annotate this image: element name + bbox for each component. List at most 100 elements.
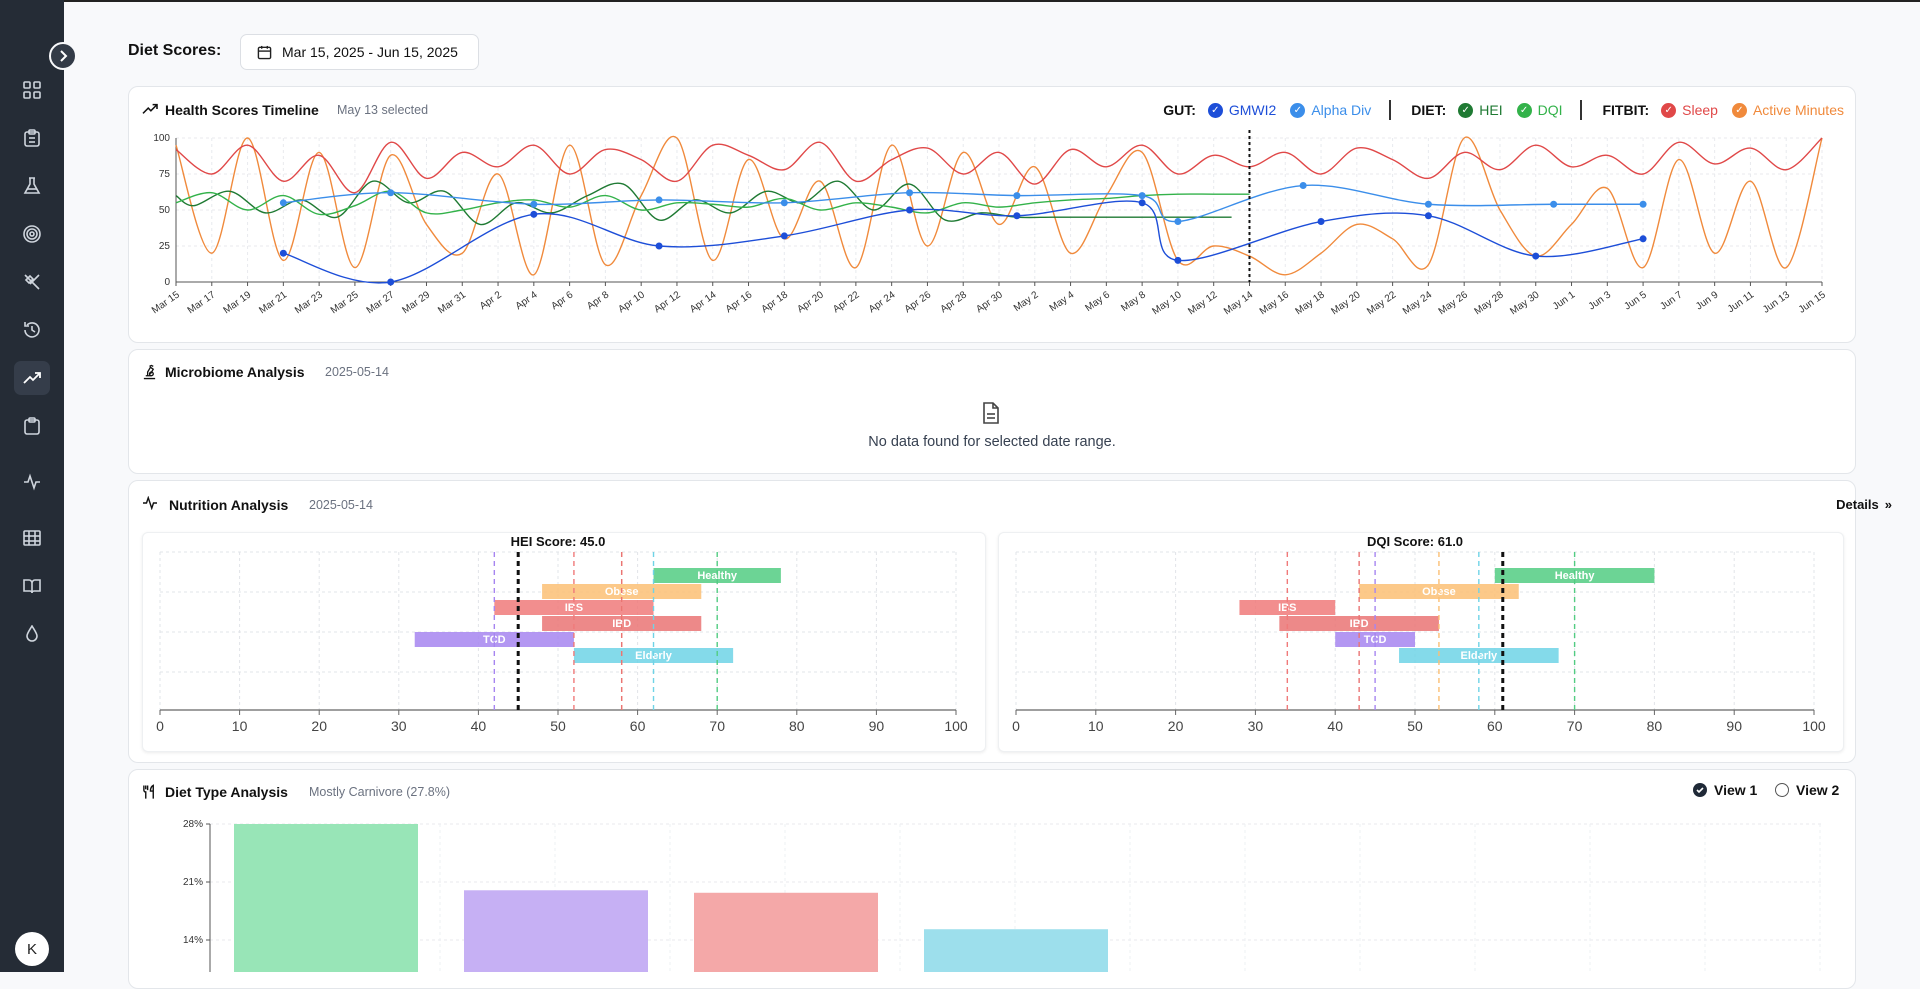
x-tick-label: Mar 23 (293, 289, 325, 316)
x-tick-label: Apr 4 (514, 289, 540, 312)
data-point (1317, 218, 1325, 226)
x-tick-label: May 26 (1437, 289, 1471, 317)
data-point (1013, 212, 1021, 220)
activity-icon[interactable] (21, 471, 43, 493)
x-tick-label: Apr 22 (831, 289, 862, 315)
data-point (780, 199, 788, 207)
data-point (279, 199, 287, 207)
x-tick-label: 90 (869, 718, 885, 734)
legend-alpha-label: Alpha Div (1311, 102, 1372, 118)
radio-empty-icon (1775, 783, 1789, 797)
legend-hei-label: HEI (1479, 102, 1503, 118)
check-icon: ✓ (1458, 102, 1474, 118)
legend-alpha-div[interactable]: ✓ Alpha Div (1290, 102, 1371, 118)
legend-hei[interactable]: ✓ HEI (1458, 102, 1503, 118)
x-tick-label: 50 (550, 718, 566, 734)
diet-type-subtitle: Mostly Carnivore (27.8%) (309, 785, 451, 799)
x-tick-label: 0 (156, 718, 164, 734)
diet-bar (694, 892, 878, 972)
x-tick-label: 70 (1567, 718, 1583, 734)
clipboard-icon[interactable] (21, 415, 43, 437)
x-tick-label: Jun 13 (1761, 289, 1792, 315)
legend-dqi-label: DQI (1537, 102, 1563, 118)
x-tick-label: May 4 (1048, 289, 1077, 314)
legend-divider (1389, 100, 1392, 120)
avatar[interactable]: K (15, 932, 49, 966)
diet-type-chart: 28% 21% 14% (183, 819, 1822, 972)
check-icon: ✓ (1516, 102, 1532, 118)
x-tick-label: 30 (391, 718, 407, 734)
x-tick-label: May 16 (1258, 289, 1292, 317)
x-tick-label: Apr 20 (795, 289, 826, 315)
y-tick-label: 14% (183, 935, 203, 946)
flask-icon[interactable] (21, 175, 43, 197)
data-point (1639, 235, 1647, 243)
diet-bar (924, 929, 1108, 972)
x-tick-label: 70 (709, 718, 725, 734)
check-icon: ✓ (1207, 102, 1223, 118)
x-tick-label: Apr 24 (867, 289, 898, 315)
x-tick-label: May 28 (1473, 289, 1507, 317)
x-tick-label: 90 (1726, 718, 1742, 734)
x-tick-label: Jun 7 (1658, 289, 1685, 312)
range-bar-label: TCD (483, 634, 506, 646)
x-tick-label: Apr 8 (585, 289, 611, 312)
legend-dqi[interactable]: ✓ DQI (1516, 102, 1563, 118)
legend-sleep-label: Sleep (1682, 102, 1718, 118)
legend-fitbit-label: FITBIT: (1602, 102, 1650, 118)
drop-icon[interactable] (21, 623, 43, 645)
trend-icon[interactable] (21, 367, 43, 389)
x-tick-label: Apr 18 (760, 289, 791, 315)
timeline-legend: GUT: ✓ GMWI2 ✓ Alpha Div DIET: ✓ HEI ✓ DQI F… (1163, 100, 1844, 120)
x-tick-label: May 8 (1119, 289, 1148, 314)
series-line-sleep (175, 137, 1823, 194)
range-bar-tcd (414, 632, 574, 647)
x-tick-label: Mar 25 (329, 289, 361, 316)
legend-gmwi2-label: GMWI2 (1228, 102, 1277, 118)
microbiome-date: 2025-05-14 (325, 365, 389, 379)
range-bar-ibd (1279, 616, 1439, 631)
x-tick-label: 60 (630, 718, 646, 734)
date-range-button[interactable]: Mar 15, 2025 - Jun 15, 2025 (240, 34, 479, 70)
timeline-chart[interactable]: 0 25 50 75 100 Mar 15 Mar 17 Mar 19 Mar 21 Mar 23… (140, 128, 1840, 328)
y-tick-label: 25 (159, 241, 171, 252)
legend-diet-label: DIET: (1411, 102, 1447, 118)
dqi-score-chart: DQI Score: 61.0 0 10 20 30 40 50 60 70 80 90 100 Hea… (1012, 534, 1826, 734)
microbiome-card: Microbiome Analysis 2025-05-14 No data f… (128, 349, 1856, 474)
range-bar-ibd (542, 616, 702, 631)
y-tick-label: 0 (164, 277, 170, 288)
chart-title: HEI Score: 45.0 (511, 534, 606, 549)
view1-label: View 1 (1714, 782, 1758, 798)
sidebar-toggle-button[interactable] (49, 42, 77, 70)
date-range-text: Mar 15, 2025 - Jun 15, 2025 (282, 44, 458, 60)
x-tick-label: 80 (1647, 718, 1663, 734)
book-icon[interactable] (21, 575, 43, 597)
details-link[interactable]: Details » (1836, 497, 1892, 512)
x-tick-label: Mar 19 (221, 289, 253, 316)
dqi-chart-card (998, 532, 1844, 752)
legend-gmwi2[interactable]: ✓ GMWI2 (1207, 102, 1277, 118)
table-icon[interactable] (21, 527, 43, 549)
calendar-icon (257, 45, 272, 59)
data-point (1138, 199, 1146, 207)
nutrition-date: 2025-05-14 (309, 498, 373, 512)
hei-score-chart: HEI Score: 45.0 0 10 20 30 40 50 60 70 80 90 100 Hea… (156, 534, 968, 734)
x-tick-label: May 20 (1329, 289, 1363, 317)
clipboard-list-icon[interactable] (21, 127, 43, 149)
utensils-icon[interactable] (21, 271, 43, 293)
legend-active-minutes[interactable]: ✓ Active Minutes (1731, 102, 1844, 118)
range-bar-label: Healthy (697, 570, 738, 582)
diet-bar (464, 890, 648, 972)
microbiome-title: Microbiome Analysis (165, 364, 305, 380)
dashboard-icon[interactable] (21, 79, 43, 101)
target-icon[interactable] (21, 223, 43, 245)
x-tick-label: May 2 (1012, 289, 1041, 314)
view2-radio[interactable]: View 2 (1775, 782, 1839, 798)
data-point (1174, 256, 1182, 264)
x-tick-label: May 24 (1401, 289, 1435, 317)
history-icon[interactable] (21, 319, 43, 341)
x-tick-label: 60 (1487, 718, 1503, 734)
legend-sleep[interactable]: ✓ Sleep (1661, 102, 1718, 118)
x-tick-label: Apr 12 (652, 289, 683, 315)
view1-radio[interactable]: View 1 (1693, 782, 1757, 798)
